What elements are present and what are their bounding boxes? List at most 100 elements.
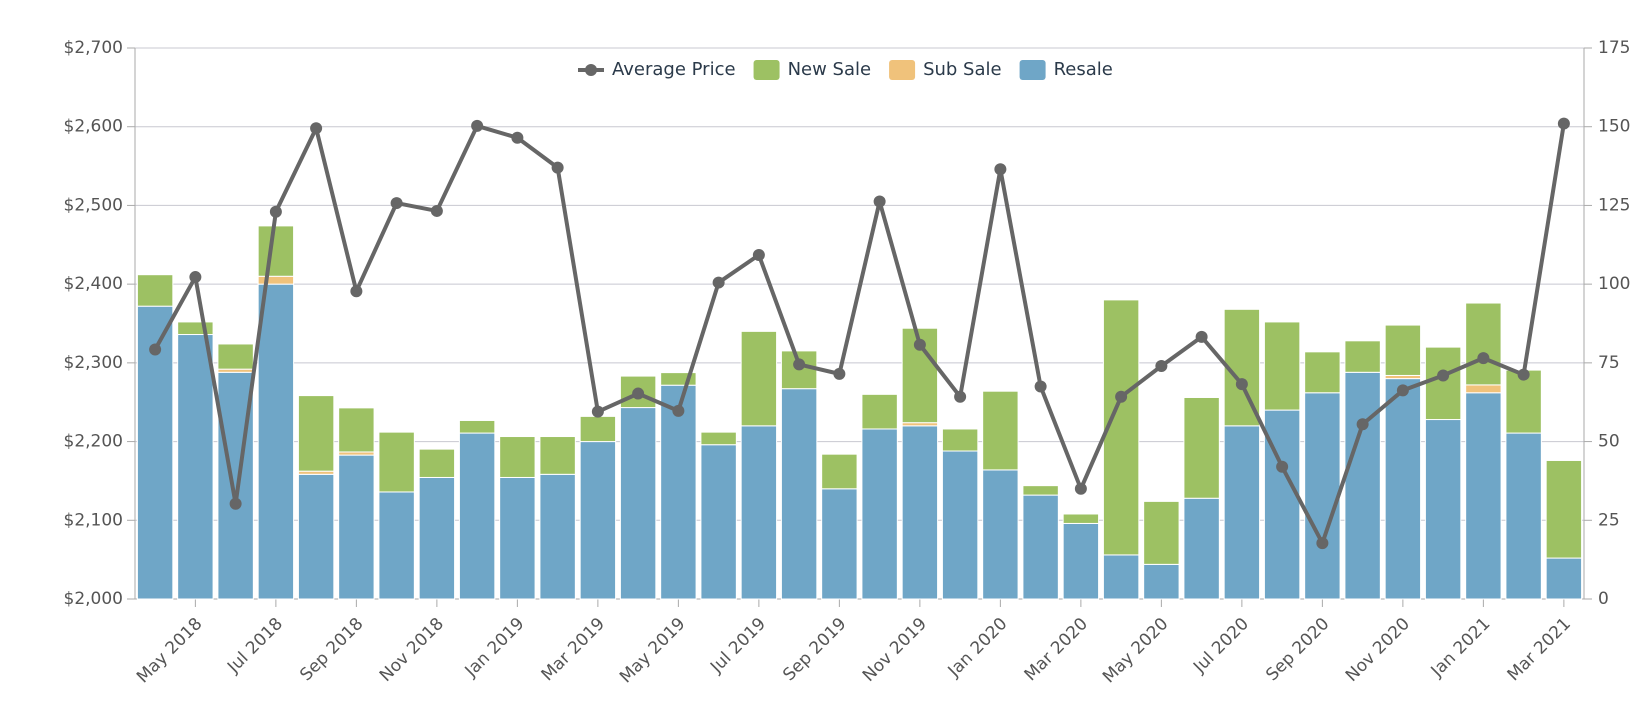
point (471, 119, 484, 132)
bar-segment (861, 393, 898, 430)
bar-segment (539, 473, 576, 600)
bar-segment (217, 343, 254, 370)
bar-segment (1022, 494, 1059, 600)
bar-segment (1545, 459, 1583, 559)
bar-segment (418, 448, 456, 478)
bar-segment (1263, 321, 1301, 411)
point (511, 131, 524, 144)
x-tick-label: May 2018 (133, 614, 206, 687)
point (1437, 369, 1450, 382)
x-tick-label: Jul 2018 (223, 614, 287, 678)
bar-segment (1384, 324, 1422, 376)
point (390, 197, 403, 210)
bar-segment (740, 425, 778, 600)
bar-segment (338, 407, 375, 453)
y2-tick-label: 175 (1598, 38, 1630, 58)
bar-segment (1465, 302, 1502, 386)
bar-segment (499, 476, 536, 600)
bar-segment (821, 453, 858, 490)
x-tick-label: Jul 2020 (1189, 614, 1253, 678)
point (1155, 360, 1168, 373)
point (1115, 390, 1128, 403)
y-tick-label: $2,500 (64, 195, 123, 215)
point (1557, 117, 1570, 130)
bar-segment (1143, 563, 1180, 600)
bar-segment (861, 428, 898, 600)
x-tick-label: Nov 2020 (1342, 614, 1414, 686)
bar-segment (941, 450, 979, 600)
point (551, 161, 564, 174)
y-tick-label: $2,200 (64, 432, 123, 452)
x-tick-label: Jan 2019 (461, 614, 529, 682)
y-tick-label: $2,400 (64, 274, 123, 294)
point (1235, 378, 1248, 391)
point (833, 367, 846, 380)
legend-item[interactable]: New Sale (753, 59, 872, 80)
point (1316, 537, 1329, 550)
bar-segment (257, 225, 295, 277)
bar-segment (1465, 384, 1502, 394)
bar-segment (297, 473, 335, 600)
x-tick-label: Jul 2019 (706, 614, 770, 678)
point (793, 358, 806, 371)
point (350, 285, 363, 298)
legend-swatch (753, 60, 780, 80)
bar-segment (378, 431, 415, 493)
legend-item[interactable]: Sub Sale (889, 59, 1002, 80)
x-tick-label: Jan 2021 (1427, 614, 1495, 682)
bar-segment (700, 431, 737, 446)
bar-segment (136, 274, 174, 307)
point (873, 195, 886, 208)
bar-segment (1223, 425, 1261, 600)
bar-segment (901, 425, 939, 600)
point (1356, 418, 1369, 431)
point (149, 343, 162, 356)
bar-segment (1183, 396, 1220, 499)
legend-item[interactable]: Average Price (578, 59, 736, 80)
bar-segment (1424, 419, 1462, 600)
bar-segment (1545, 557, 1583, 600)
y-tick-label: $2,000 (64, 589, 123, 609)
bar-segment (257, 283, 295, 600)
legend-label: Resale (1054, 59, 1113, 80)
point (1074, 482, 1087, 495)
bar-segment (780, 388, 818, 600)
bar-segment (579, 415, 617, 443)
x-tick-label: Mar 2020 (1021, 614, 1092, 685)
y2-tick-label: 150 (1598, 117, 1630, 137)
y2-tick-label: 25 (1598, 510, 1620, 530)
line (153, 123, 1566, 546)
point (954, 390, 967, 403)
point (1195, 330, 1208, 343)
point (672, 404, 685, 417)
point (269, 205, 282, 218)
point (310, 122, 323, 135)
x-tick-label: Sep 2019 (779, 614, 850, 685)
bar-segment (1062, 513, 1100, 524)
point (430, 204, 443, 217)
bar-segment (660, 384, 697, 600)
legend-item[interactable]: Resale (1019, 59, 1113, 80)
point (994, 163, 1007, 176)
legend-label: New Sale (788, 59, 872, 80)
bar-segment (1022, 485, 1059, 496)
bar-segment (1062, 522, 1100, 600)
point (752, 249, 765, 262)
bar-segment (297, 395, 335, 472)
bar-segment (1344, 371, 1381, 600)
bar-segment (418, 476, 456, 600)
point (1477, 352, 1490, 365)
legend: Average Price New Sale Sub Sale Resale (578, 59, 1113, 80)
x-tick-label: Nov 2019 (859, 614, 931, 686)
bar-segment (941, 428, 979, 452)
bar-segment (338, 454, 375, 600)
bar-segment (1424, 346, 1462, 421)
bar-segment (1143, 500, 1180, 565)
y2-tick-label: 50 (1598, 432, 1620, 452)
bar-segment (1304, 351, 1341, 394)
x-tick-label: Sep 2020 (1262, 614, 1333, 685)
bar-segment (740, 330, 778, 427)
y-tick-label: $2,700 (64, 38, 123, 58)
x-tick-label: Nov 2018 (376, 614, 448, 686)
bar-segment (579, 441, 617, 600)
